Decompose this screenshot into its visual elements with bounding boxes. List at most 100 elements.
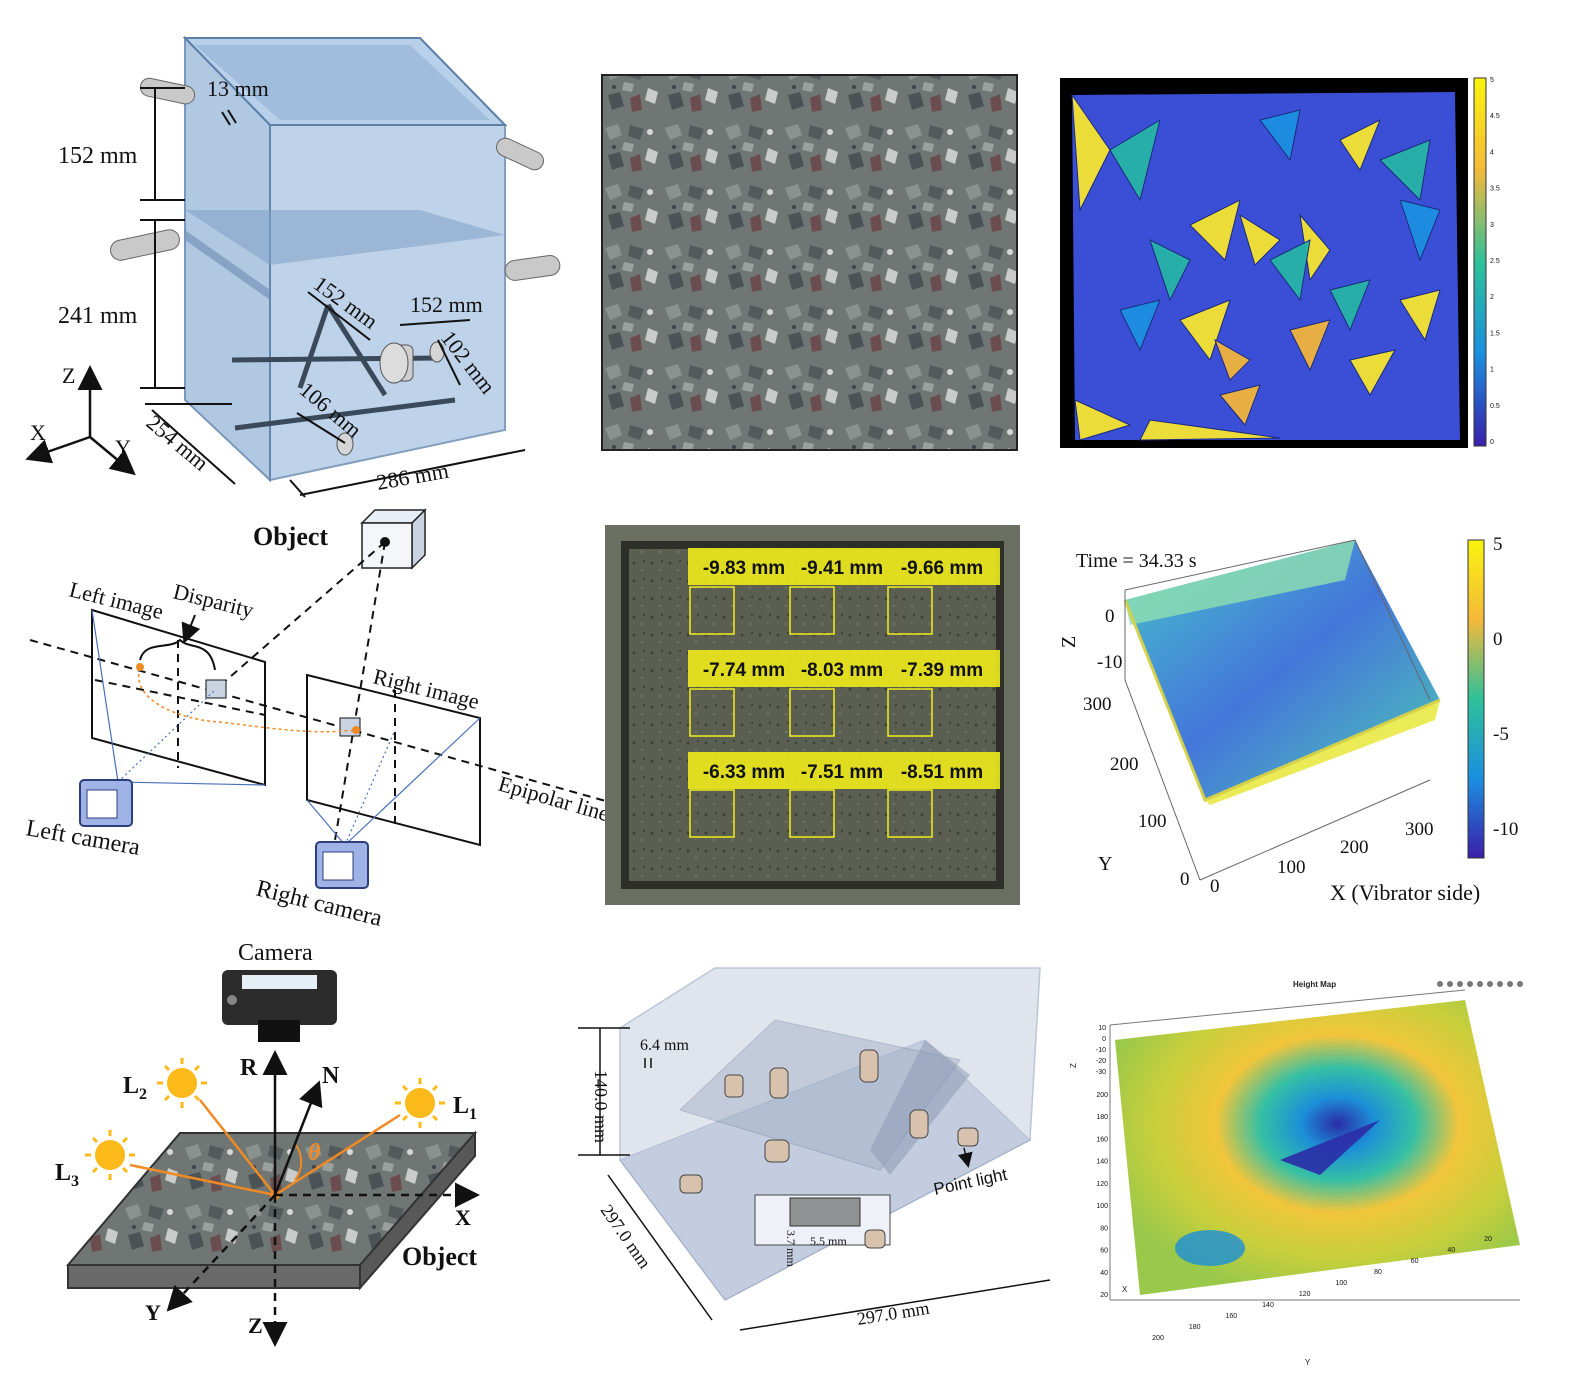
theta-label: θ [308, 1140, 321, 1166]
height-map-x-tick: 200 [1152, 1335, 1164, 1342]
height-map-y-tick: 180 [1096, 1114, 1108, 1121]
height-map-z-tick: -10 [1096, 1047, 1106, 1054]
height-map-title: Height Map [1293, 980, 1336, 989]
sun-icon-l3 [85, 1130, 135, 1180]
dim-lower-height-label: 241 mm [58, 303, 138, 329]
box-side-b-label: 297.0 mm [855, 1298, 930, 1329]
camera-label: Camera [238, 940, 313, 966]
tank-panel: 13 mm 152 mm 241 mm 152 mm 152 mm 102 mm… [25, 35, 561, 498]
dim-depth-label: 254 mm [142, 410, 214, 476]
height-map-x-tick: 180 [1189, 1324, 1201, 1331]
box-wall-label: 6.4 mm [640, 1037, 689, 1054]
surface-x-tick: 100 [1277, 857, 1306, 878]
light-l3-label: L3 [55, 1160, 79, 1190]
point-light-fixtures [679, 1049, 979, 1249]
mesh-colorbar-tick: 3 [1490, 222, 1494, 229]
height-value-label: -7.74 mm [703, 660, 785, 681]
height-label-grid: -9.83 mm -9.41 mm -9.66 mm -7.74 mm -8.03 mm… [703, 558, 983, 783]
height-value-label: -6.33 mm [703, 762, 785, 783]
rod [234, 397, 456, 431]
mesh-colorbar-tick: 4.5 [1490, 113, 1500, 120]
surface-colorbar-tick: 5 [1493, 534, 1503, 555]
epipolar-line-label: Epipolar line [496, 771, 613, 827]
mesh-colorbar-tick: 3.5 [1490, 186, 1500, 193]
sample-block [789, 1197, 861, 1227]
sun-icon-l1 [395, 1078, 445, 1128]
height-map-y-tick: 200 [1096, 1092, 1108, 1099]
height-map-y-tick: 60 [1100, 1248, 1108, 1255]
surface-y-label: Y [1098, 853, 1112, 875]
sun-icon-l2 [157, 1058, 207, 1108]
mesh-colorbar-ticks: 5 4.5 4 3.5 3 2.5 2 1.5 1 0.5 0 [1490, 77, 1500, 446]
dim-rod-b-label: 152 mm [410, 292, 483, 317]
height-map-x-tick: 80 [1374, 1269, 1382, 1276]
plot-toolbar-icons[interactable] [1437, 981, 1523, 987]
tank-axes [25, 365, 136, 476]
mesh-colorbar-tick: 1 [1490, 367, 1494, 374]
height-value-label: -7.51 mm [801, 762, 883, 783]
surface-x-tick: 0 [1210, 876, 1220, 897]
height-map-y-tick: 140 [1096, 1159, 1108, 1166]
height-map-y-tick: 100 [1096, 1203, 1108, 1210]
height-map-z-tick: -30 [1096, 1069, 1106, 1076]
height-map-tick-labels: 100-10-20-302001801601401201008060402020… [1096, 1025, 1492, 1342]
axis-y-label-photometric: Y [145, 1300, 161, 1325]
surface-x-tick: 300 [1405, 819, 1434, 840]
surface-colorbar-tick: 0 [1493, 629, 1503, 650]
height-labels-panel [605, 525, 1020, 905]
surface-z-tick: 0 [1105, 606, 1115, 627]
height-map-x-label: X [1122, 1285, 1128, 1294]
dim-width-label: 286 mm [375, 458, 451, 495]
dim-upper-height-label: 152 mm [58, 143, 138, 169]
height-map-x-tick: 40 [1447, 1247, 1455, 1254]
mesh-colorbar [1473, 77, 1487, 447]
vector-r-label: R [240, 1055, 258, 1081]
height-map-z-tick: 10 [1098, 1025, 1106, 1032]
box-side-a-label: 297.0 mm [597, 1201, 655, 1272]
height-map-y-tick: 80 [1100, 1225, 1108, 1232]
tank-side-wall [184, 35, 271, 483]
height-map-y-tick: 40 [1100, 1270, 1108, 1277]
height-value-label: -7.39 mm [901, 660, 983, 681]
camera-icon [222, 970, 337, 1042]
mesh-surface [1072, 92, 1460, 440]
surface-z-tick: -10 [1097, 652, 1122, 673]
mesh-colorbar-tick: 2 [1490, 294, 1494, 301]
height-map-x-tick: 100 [1335, 1280, 1347, 1287]
photometric-panel: Camera [55, 940, 480, 1347]
axis-y-label: Y [115, 435, 131, 460]
mesh-colorbar-tick: 0 [1490, 439, 1494, 446]
height-map-x-tick: 60 [1411, 1258, 1419, 1265]
surface-time-label: Time = 34.33 s [1076, 550, 1197, 572]
axis-z-label: Z [62, 363, 75, 388]
vector-n-label: N [322, 1063, 340, 1089]
tank-handles [110, 77, 561, 281]
height-map-x-tick: 120 [1299, 1291, 1311, 1298]
height-map-x-tick: 140 [1262, 1302, 1274, 1309]
light-l2-label: L2 [123, 1073, 147, 1103]
surface-y-tick: 0 [1180, 869, 1190, 890]
concrete-cross-section-image [602, 75, 1017, 450]
dim-wall-label: 13 mm [207, 76, 269, 101]
mesh-colorbar-tick: 2.5 [1490, 258, 1500, 265]
triangle-mesh-panel [1060, 77, 1487, 448]
height-map-z-tick: -20 [1096, 1058, 1106, 1065]
surface-colorbar [1467, 539, 1485, 859]
mesh-colorbar-tick: 0.5 [1490, 403, 1500, 410]
left-camera-icon [79, 779, 133, 827]
tank-dimensions [140, 87, 526, 498]
height-value-label: -9.66 mm [901, 558, 983, 579]
height-map-z-tick: 0 [1102, 1036, 1106, 1043]
surface-z-label: Z [1058, 636, 1080, 648]
height-value-label: -9.83 mm [703, 558, 785, 579]
light-box-panel: 140.0 mm 6.4 mm 297.0 mm 297.0 mm 3.7 mm… [578, 967, 1051, 1331]
box-height-label: 140.0 mm [591, 1070, 611, 1143]
stereo-panel: Object [24, 508, 621, 932]
height-map-panel: Height Map Z X Y [1069, 980, 1523, 1367]
surface-colorbar-tick: -5 [1493, 724, 1509, 745]
height-map-y-tick: 20 [1100, 1292, 1108, 1299]
height-map-x-tick: 160 [1225, 1313, 1237, 1320]
mesh-colorbar-tick: 5 [1490, 77, 1494, 84]
